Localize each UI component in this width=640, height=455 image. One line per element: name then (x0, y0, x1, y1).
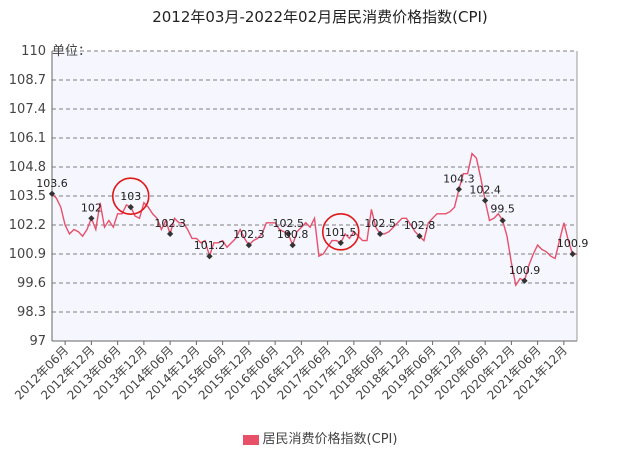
y-tick-label: 99.6 (17, 276, 46, 291)
x-tick-labels: 2012年06月2012年12月2013年06月2013年12月2014年06月… (12, 341, 570, 402)
y-tick-label: 100.9 (9, 247, 46, 262)
data-point-label: 101.2 (194, 239, 226, 252)
series-line-cpi (51, 152, 577, 288)
y-tick-label: 98.3 (17, 305, 46, 320)
chart-title: 2012年03月-2022年02月居民消费价格指数(CPI) (152, 8, 488, 26)
data-point-label: 102.8 (404, 219, 436, 232)
data-point-label: 100.9 (509, 264, 541, 277)
data-point-marker (499, 217, 506, 224)
data-point-label: 102.5 (273, 217, 305, 230)
y-unit-label: 单位： (52, 44, 91, 59)
data-point-label: 99.5 (490, 203, 515, 216)
data-point-label: 100.9 (557, 237, 589, 250)
highlight-circles (111, 177, 360, 251)
data-point-marker (167, 230, 174, 238)
data-point-label: 102.4 (469, 183, 501, 196)
data-point-marker (88, 215, 95, 222)
y-tick-label: 97 (29, 334, 46, 349)
data-point-label: 104.3 (443, 172, 475, 185)
data-point-label: 100.8 (277, 228, 309, 241)
data-point-marker (521, 277, 528, 284)
y-tick-label: 104.8 (9, 160, 46, 175)
data-point-label: 101.5 (325, 226, 357, 239)
highlight-circle (111, 177, 150, 215)
data-point-marker (337, 239, 344, 246)
data-point-label: 102.5 (364, 217, 396, 230)
y-tick-label: 108.7 (9, 73, 46, 88)
data-point-marker (127, 204, 134, 211)
y-tick-label: 103.5 (9, 189, 46, 204)
data-point-marker (245, 241, 252, 249)
y-tick-label: 107.4 (9, 102, 46, 117)
y-tick-labels: 97 98.3 99.6 100.9 102.2 103.5 104.8 106.1 107.4… (9, 44, 46, 349)
data-point-label: 102 (81, 201, 102, 214)
y-tick-label: 102.2 (9, 218, 46, 233)
legend-label: 居民消费价格指数(CPI) (262, 432, 398, 447)
data-point-label: 103 (120, 190, 141, 203)
data-point-marker (569, 250, 576, 258)
data-point-label: 103.6 (36, 177, 68, 190)
grid-lines (52, 50, 577, 313)
data-point-marker (48, 190, 56, 197)
highlight-circle (321, 213, 360, 251)
data-point-label: 102.3 (154, 217, 186, 230)
legend-swatch (242, 434, 259, 445)
data-point-label: 102.3 (233, 228, 265, 241)
y-tick-label: 110 (21, 44, 46, 59)
y-tick-label: 106.1 (9, 131, 46, 146)
legend[interactable]: 居民消费价格指数(CPI) (0, 428, 640, 447)
